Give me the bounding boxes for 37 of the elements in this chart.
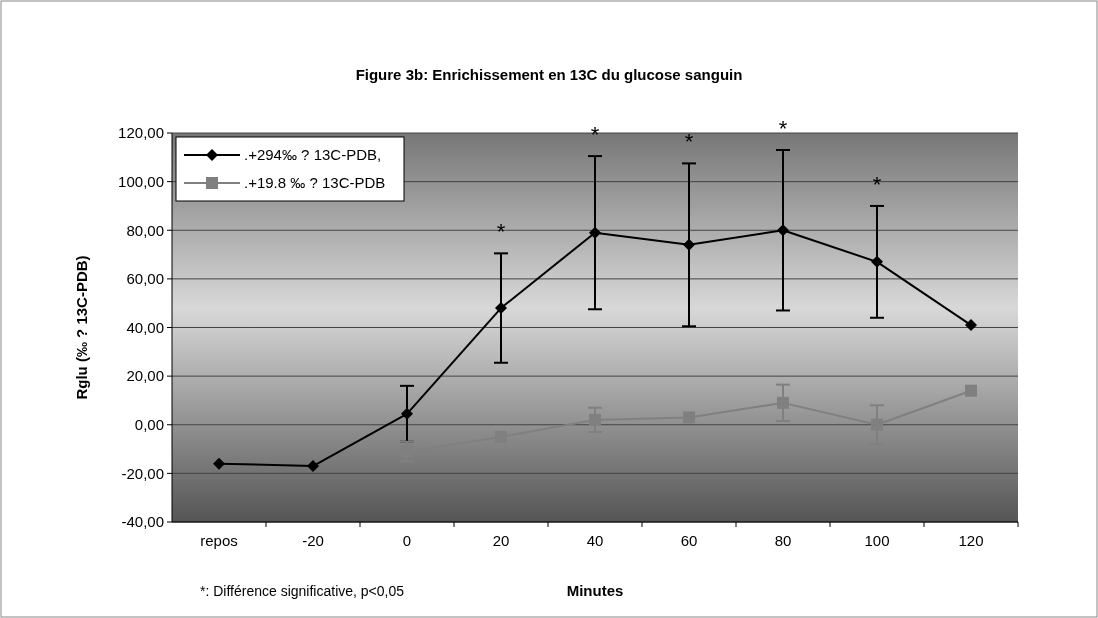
- legend-label: .+19.8 ‰ ? 13C-PDB: [244, 174, 386, 192]
- chart-title: Figure 3b: Enrichissement en 13C du glucose sanguin: [355, 66, 743, 83]
- point: [683, 411, 695, 424]
- x-tick-label: 120: [958, 532, 984, 549]
- x-tick-label: 20: [492, 532, 510, 549]
- point: [589, 413, 601, 426]
- annotation: *: [684, 129, 694, 155]
- text: *: Différence significative, p<0,05: [200, 583, 405, 599]
- point: [871, 418, 883, 431]
- y-tick-label: 0,00: [134, 416, 164, 433]
- y-tick-label: -20,00: [121, 464, 164, 482]
- legend-label: .+294‰ ? 13C-PDB,: [244, 146, 382, 164]
- y-tick-label: 80,00: [126, 221, 164, 239]
- y-tick-label: 120,00: [118, 124, 164, 142]
- point: [965, 319, 977, 332]
- point: [777, 396, 789, 409]
- x-tick-label: 60: [680, 532, 698, 549]
- x-tick-label: 0: [402, 532, 412, 549]
- annotation: *: [872, 171, 882, 197]
- x-tick-label: repos: [200, 532, 238, 549]
- y-tick-label: -40,00: [121, 513, 164, 531]
- annotation: *: [778, 116, 788, 142]
- x-tick-label: 100: [864, 532, 890, 549]
- annotation: *: [496, 219, 506, 245]
- point: [965, 384, 977, 397]
- x-axis-title: Minutes: [566, 582, 624, 599]
- point: [307, 460, 319, 473]
- y-tick-label: 40,00: [126, 318, 164, 336]
- x-tick-label: 80: [774, 532, 792, 549]
- point: [213, 457, 225, 470]
- point: [871, 255, 883, 268]
- x-tick-label: 40: [586, 532, 604, 549]
- y-tick-label: 100,00: [118, 172, 164, 190]
- y-axis-title: Rglu (‰ ? 13C-PDB): [73, 255, 90, 400]
- y-tick-label: 60,00: [126, 270, 164, 288]
- y-tick-label: 20,00: [126, 367, 164, 385]
- x-tick-label: -20: [302, 532, 324, 549]
